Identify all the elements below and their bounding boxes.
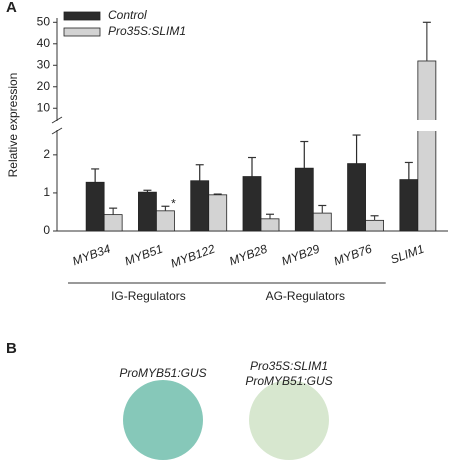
bar [365,219,384,232]
bar [294,167,314,232]
legend-label: Control [108,8,147,22]
legend-label: Pro35S:SLIM1 [108,24,186,38]
y-tick-label: 30 [37,57,51,71]
y-tick-label: 20 [37,79,51,93]
bar [156,210,175,232]
y-tick-label: 10 [37,100,51,114]
sample-label: ProMYB51:GUS [245,374,332,388]
group-label: IG-Regulators [111,289,186,303]
panel-label: B [6,340,17,357]
x-tick-label: SLIM1 [389,242,426,267]
bar [242,176,262,232]
x-tick-label: MYB76 [332,242,374,269]
bar [103,214,123,232]
x-tick-label: MYB122 [169,242,217,271]
y-tick-label: 40 [37,36,51,50]
gus-stain-disc [123,380,203,460]
gus-stain-disc [249,380,329,460]
axis-break [51,127,63,135]
bar [417,60,437,232]
annotation: * [171,196,176,210]
y-tick-label: 1 [43,185,50,199]
bar [347,163,366,232]
bar-break-gap [416,120,437,131]
group-label: AG-Regulators [266,289,345,303]
legend-swatch [63,27,101,37]
bar [399,179,419,232]
bar [260,218,280,232]
y-tick-label: 50 [37,14,51,28]
panel-label: A [6,0,17,16]
legend-swatch [63,11,101,21]
sample-label: ProMYB51:GUS [119,366,206,380]
bar [190,180,210,232]
y-tick-label: 0 [43,223,50,237]
bar [138,191,157,232]
y-axis-label: Relative expression [6,73,20,178]
axis-break [51,116,63,124]
bar [208,194,228,232]
bar [85,181,105,232]
bar [312,212,332,232]
x-tick-label: MYB28 [227,242,269,269]
x-tick-label: MYB51 [123,242,165,269]
y-tick-label: 2 [43,147,50,161]
x-tick-label: MYB29 [280,242,322,269]
x-tick-label: MYB34 [70,242,112,269]
sample-label: Pro35S:SLIM1 [250,359,328,373]
